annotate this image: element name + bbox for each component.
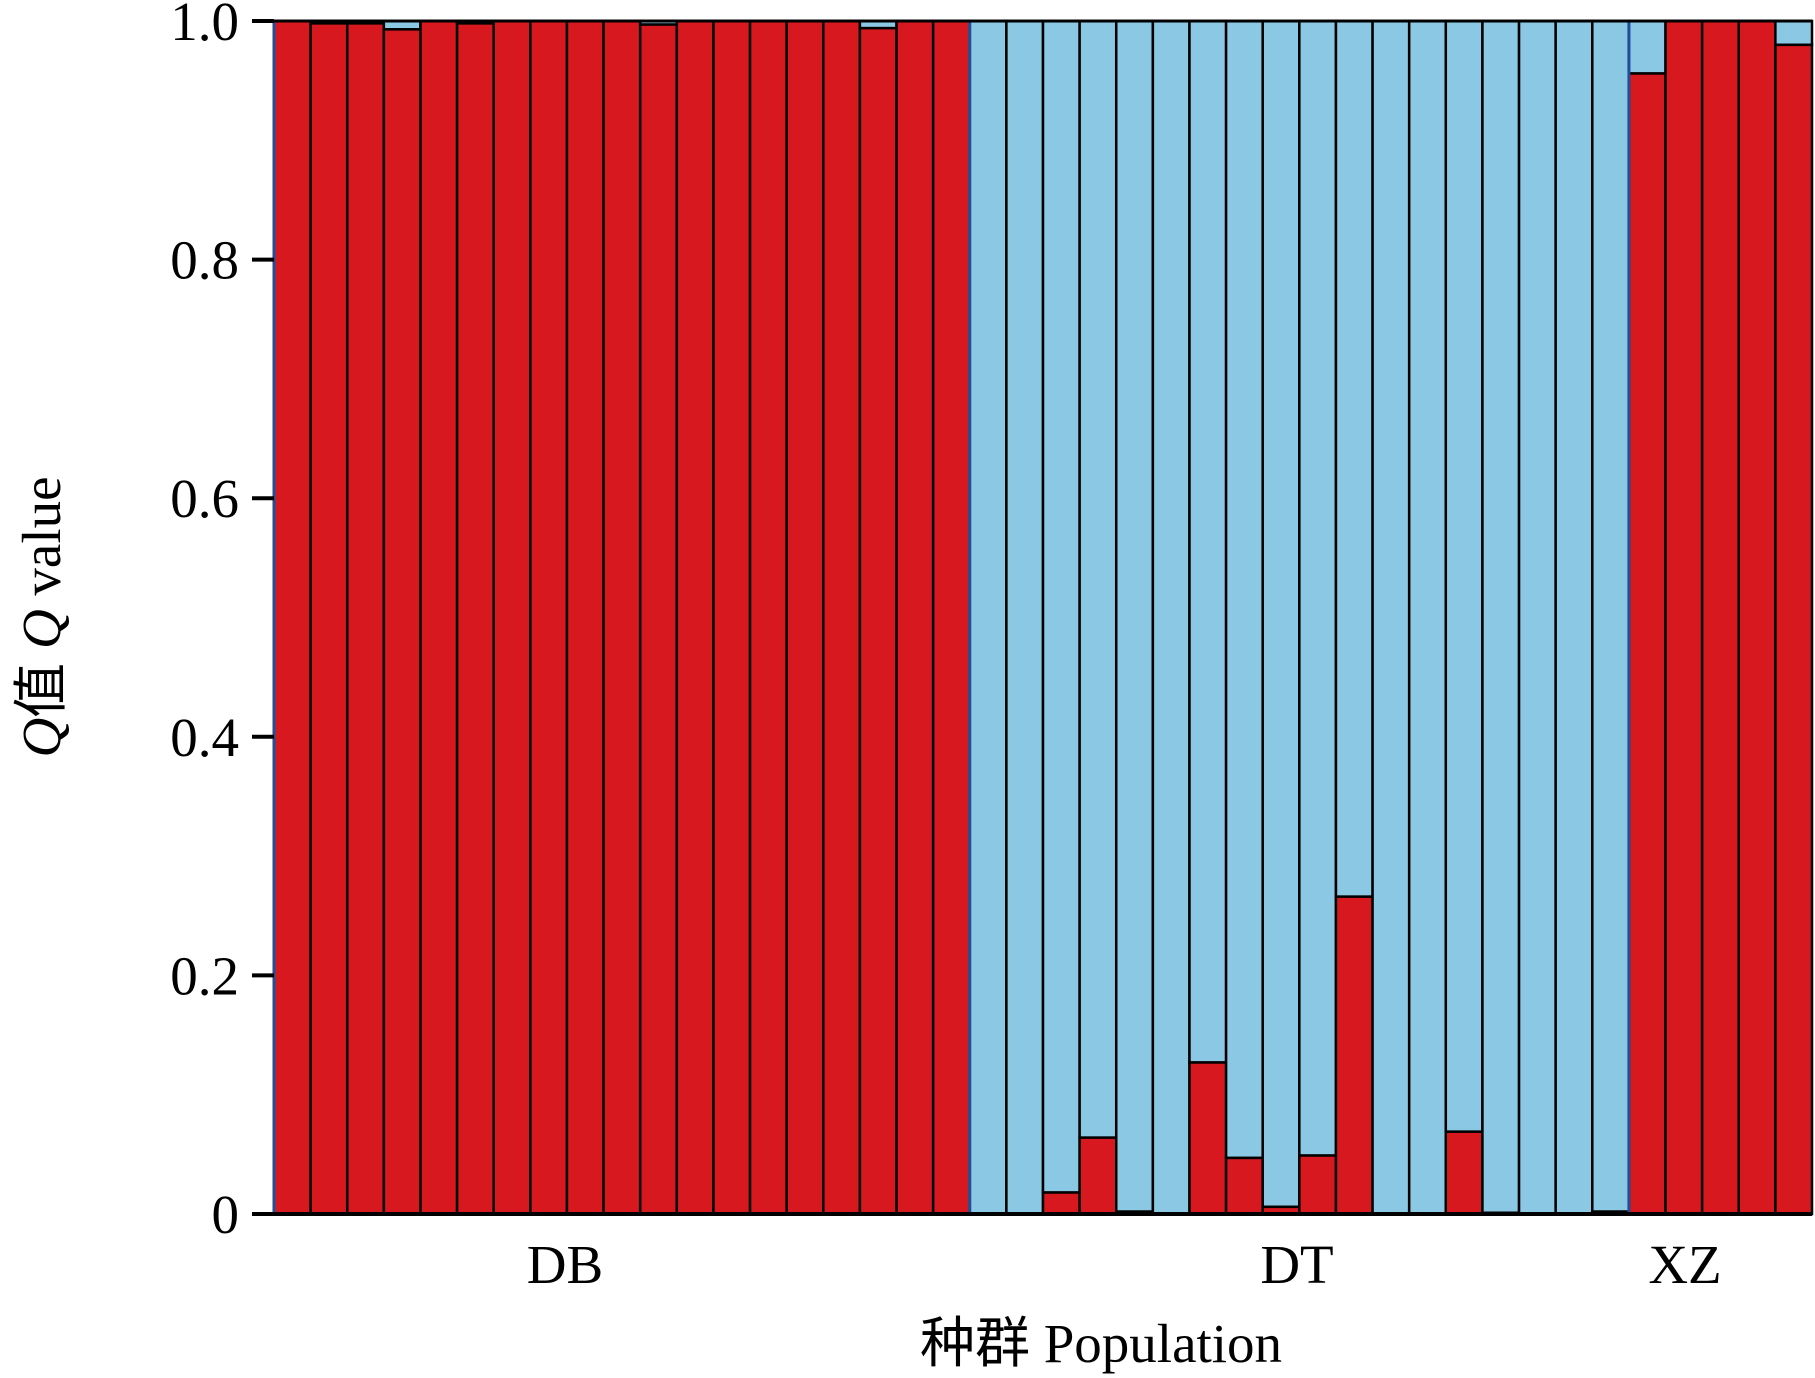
bar-cluster2-31 [1407, 19, 1448, 1216]
group-label-DB: DB [527, 1234, 603, 1295]
y-label-q1: Q [11, 718, 72, 758]
bar-cluster1-28 [1298, 1154, 1338, 1216]
bar-cluster1-7 [529, 19, 569, 1216]
bar-cluster1-11 [675, 19, 715, 1216]
bar-cluster2-36 [1591, 19, 1631, 1213]
bar-cluster1-14 [785, 19, 825, 1216]
bar-cluster1-39 [1700, 19, 1741, 1216]
y-tick-label: 0.6 [170, 468, 239, 529]
bar-cluster1-37 [1627, 72, 1667, 1216]
bar-cluster2-30 [1371, 19, 1411, 1216]
bar-cluster1-25 [1188, 1061, 1228, 1216]
axes [272, 19, 1812, 1216]
bar-cluster1-13 [748, 19, 788, 1216]
y-label-en: value [11, 476, 72, 609]
y-ticks: 0 0.2 0.4 0.6 0.8 1.0 [170, 0, 274, 1245]
bar-cluster2-28 [1298, 19, 1338, 1157]
bar-cluster1-10 [638, 23, 679, 1216]
bar-cluster1-9 [602, 19, 642, 1216]
bar-cluster1-3 [382, 28, 422, 1216]
y-axis-label: Q值 Q value [11, 476, 72, 757]
y-tick-label: 0 [212, 1184, 240, 1245]
group-label-DT: DT [1260, 1234, 1333, 1295]
bar-cluster2-35 [1554, 19, 1594, 1216]
bar-cluster2-33 [1481, 19, 1521, 1215]
y-tick-label: 0.8 [170, 230, 239, 291]
y-tick-label: 0.2 [170, 945, 239, 1006]
y-label-cn: 值 [11, 649, 72, 718]
bar-cluster2-23 [1114, 19, 1155, 1213]
bar-cluster2-20 [1005, 19, 1045, 1216]
bar-cluster1-8 [565, 19, 605, 1216]
group-labels: DB DT XZ [527, 1234, 1722, 1295]
bar-cluster2-34 [1517, 19, 1557, 1216]
bar-cluster1-18 [931, 19, 972, 1216]
bar-cluster1-0 [272, 19, 312, 1216]
bar-cluster1-6 [492, 19, 532, 1216]
bar-cluster1-40 [1737, 19, 1777, 1216]
bar-cluster2-24 [1151, 19, 1191, 1216]
bar-cluster1-41 [1774, 43, 1814, 1216]
bar-cluster2-26 [1224, 19, 1264, 1160]
bar-cluster2-37 [1627, 19, 1667, 75]
x-axis-label: 种群 Population [920, 1313, 1282, 1374]
bar-cluster2-25 [1188, 19, 1228, 1064]
bar-cluster1-17 [895, 19, 935, 1216]
bar-cluster1-4 [419, 19, 459, 1216]
y-tick-label: 1.0 [170, 0, 239, 52]
bar-cluster1-5 [455, 22, 495, 1216]
y-label-q2: Q [11, 609, 72, 649]
bar-cluster1-15 [822, 19, 862, 1216]
bar-cluster1-22 [1078, 1136, 1118, 1216]
group-label-XZ: XZ [1648, 1234, 1721, 1295]
bar-cluster2-21 [1041, 19, 1081, 1194]
bar-cluster2-32 [1444, 19, 1484, 1133]
y-tick-label: 0.4 [170, 707, 239, 768]
bar-cluster2-22 [1078, 19, 1118, 1139]
bars [272, 19, 1814, 1216]
bar-cluster2-29 [1334, 19, 1374, 898]
bar-cluster1-12 [712, 19, 752, 1216]
bar-cluster1-32 [1444, 1130, 1484, 1216]
bar-cluster1-26 [1224, 1156, 1264, 1216]
bar-cluster2-27 [1261, 19, 1301, 1209]
bar-cluster1-16 [858, 26, 898, 1216]
bar-cluster1-1 [309, 22, 349, 1216]
bar-cluster1-2 [345, 22, 386, 1216]
bar-cluster2-19 [968, 19, 1008, 1216]
bar-cluster1-21 [1041, 1191, 1081, 1216]
bar-cluster2-41 [1774, 19, 1814, 47]
bar-cluster1-38 [1664, 19, 1704, 1216]
bar-cluster1-29 [1334, 895, 1374, 1216]
